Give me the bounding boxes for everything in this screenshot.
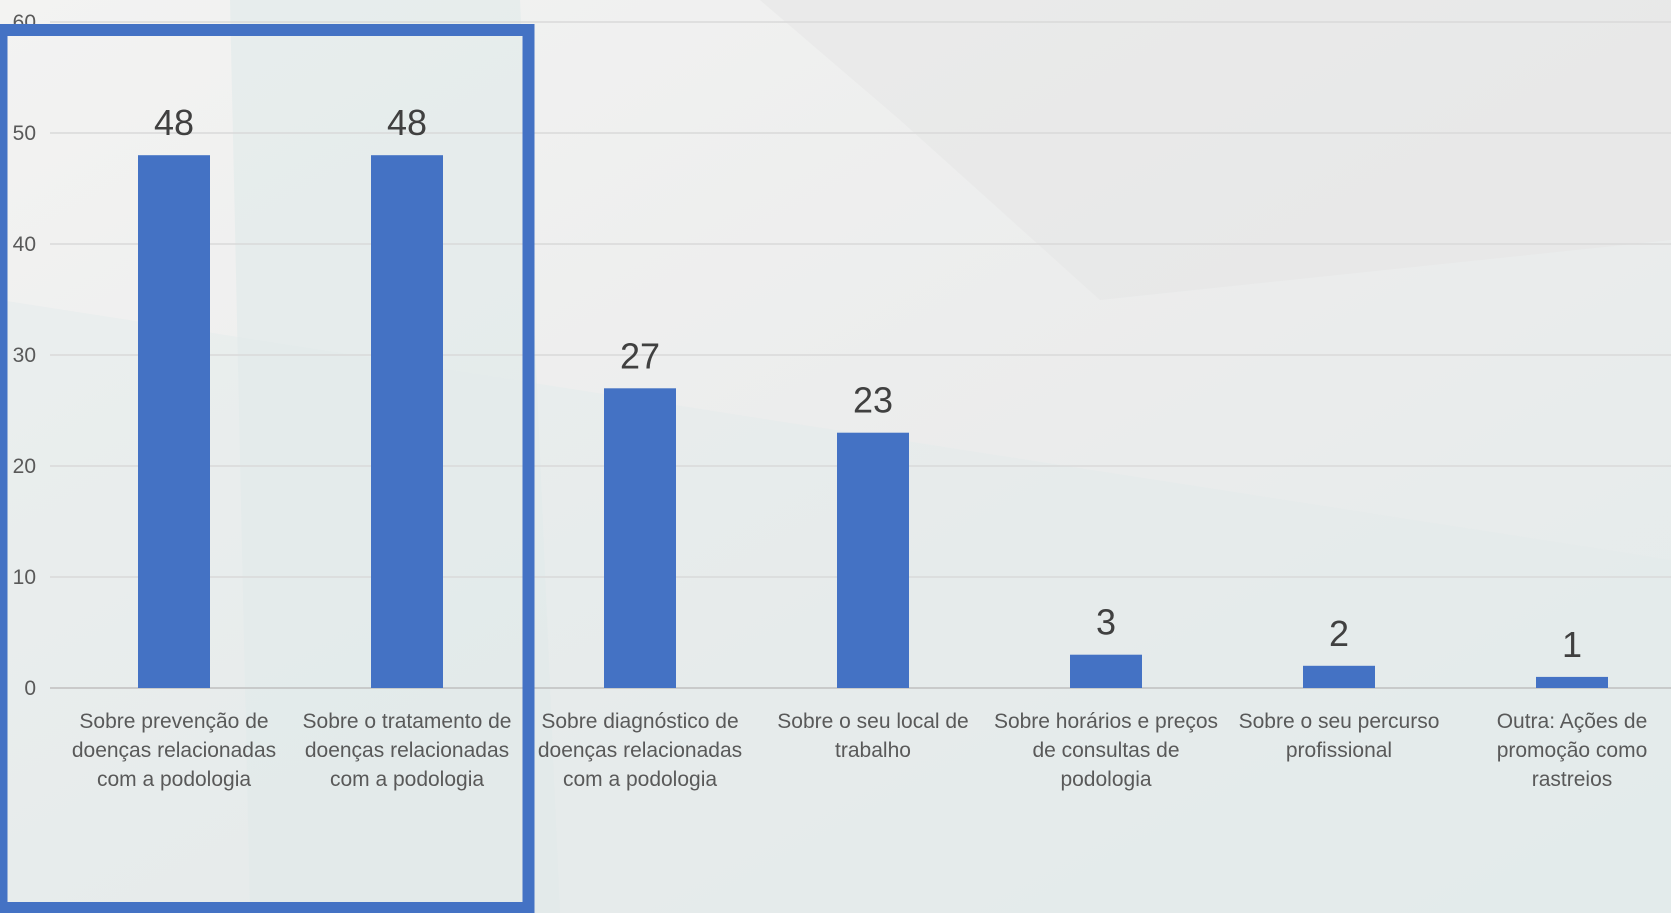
data-labels: 48 48 27 23 3 2 1: [154, 102, 1582, 665]
bar-6: [1303, 665, 1375, 688]
category-label-3: Sobre diagnóstico de doenças relacionadas…: [538, 710, 742, 791]
category-label-6: Sobre o seu percurso profissional: [1239, 710, 1440, 762]
data-label-1: 48: [154, 102, 194, 143]
bar-1: [138, 155, 210, 688]
y-tick-label-30: 30: [13, 344, 36, 367]
data-label-2: 48: [387, 102, 427, 143]
category-label-2: Sobre o tratamento de doenças relacionada…: [303, 710, 512, 791]
category-label-5: Sobre horários e preços de consultas de po…: [994, 710, 1218, 791]
x-axis-category-labels: Sobre prevenção de doenças relacionadas co…: [72, 710, 1647, 791]
highlight-box-group: [0, 24, 535, 913]
y-tick-label-40: 40: [13, 233, 36, 256]
bar-3: [604, 388, 676, 688]
y-tick-label-20: 20: [13, 455, 36, 478]
bar-5: [1070, 654, 1142, 688]
category-label-4: Sobre o seu local de trabalho: [777, 710, 968, 762]
bar-series: [138, 155, 1608, 688]
y-tick-label-50: 50: [13, 122, 36, 145]
category-label-1: Sobre prevenção de doenças relacionadas co…: [72, 710, 276, 791]
data-label-6: 2: [1329, 613, 1349, 654]
category-label-7: Outra: Ações de promoção como rastreios: [1497, 710, 1648, 791]
data-label-7: 1: [1562, 624, 1582, 665]
bar-7: [1536, 676, 1608, 688]
data-label-4: 23: [853, 380, 893, 421]
y-tick-label-0: 0: [24, 677, 36, 700]
bar-2: [371, 155, 443, 688]
data-label-5: 3: [1096, 602, 1116, 643]
bar-4: [837, 432, 909, 688]
highlight-box: [0, 24, 535, 913]
y-tick-label-10: 10: [13, 566, 36, 589]
data-label-3: 27: [620, 335, 660, 376]
